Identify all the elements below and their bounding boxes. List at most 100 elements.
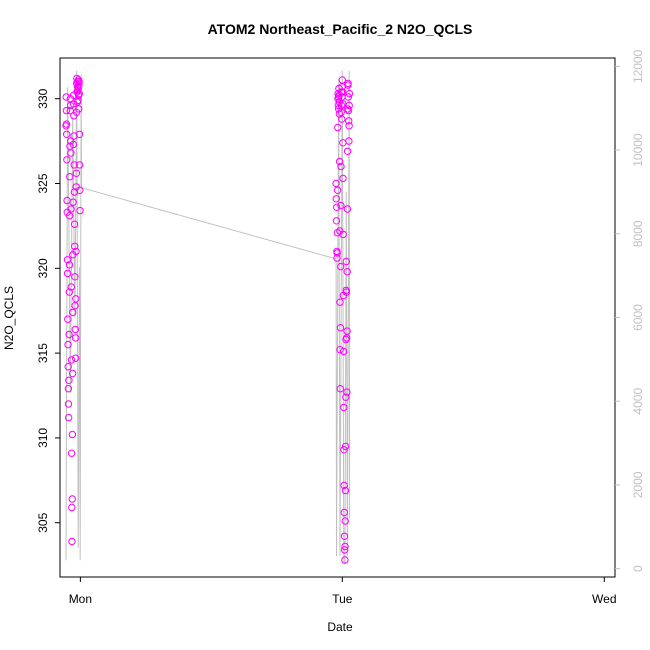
y-tick-label: 325 xyxy=(36,173,50,193)
data-point xyxy=(64,385,73,393)
y2-tick-label: 10000 xyxy=(631,133,645,167)
axes-layer: 305 310 315 320 325 330 0 2000 4000 6000 8000 10000… xyxy=(36,49,645,606)
data-point xyxy=(75,89,84,98)
y-tick-label: 310 xyxy=(36,428,50,448)
data-point xyxy=(340,403,348,412)
data-point xyxy=(70,188,79,196)
data-point xyxy=(345,122,353,130)
data-point xyxy=(64,400,73,408)
data-point xyxy=(67,449,76,457)
data-point xyxy=(333,254,341,262)
data-point xyxy=(71,325,80,334)
data-point xyxy=(343,205,352,213)
data-point xyxy=(345,101,353,110)
data-point xyxy=(343,327,351,335)
data-point xyxy=(338,88,347,96)
data-point xyxy=(340,481,348,490)
data-point xyxy=(64,363,72,371)
data-point xyxy=(341,546,349,554)
data-point xyxy=(65,212,74,220)
data-point xyxy=(341,517,349,525)
data-point xyxy=(65,288,74,296)
data-point xyxy=(67,149,75,157)
data-point xyxy=(337,101,346,110)
data-point xyxy=(336,346,344,354)
data-point xyxy=(336,298,344,306)
data-point xyxy=(68,503,76,512)
data-point xyxy=(68,495,76,503)
y-tick-label: 315 xyxy=(36,343,50,363)
data-point xyxy=(69,198,77,206)
data-point xyxy=(343,147,352,156)
data-point xyxy=(71,273,79,281)
data-point xyxy=(75,78,83,86)
data-point xyxy=(76,186,84,195)
x-tick-label: Mon xyxy=(69,592,92,606)
data-point xyxy=(334,101,342,110)
data-point xyxy=(70,220,79,228)
data-point xyxy=(341,556,349,564)
data-point xyxy=(334,123,342,132)
data-point xyxy=(332,195,340,203)
data-point xyxy=(342,257,350,266)
data-point xyxy=(343,388,351,396)
data-point xyxy=(339,100,347,108)
data-point xyxy=(65,413,73,422)
altitude-line-layer xyxy=(65,70,351,565)
data-point xyxy=(337,201,345,210)
data-point xyxy=(68,430,77,439)
data-point xyxy=(66,173,74,181)
data-point xyxy=(62,106,71,115)
data-point xyxy=(68,537,76,546)
data-point xyxy=(63,256,72,264)
data-point xyxy=(63,156,71,164)
data-point xyxy=(337,162,345,171)
data-point xyxy=(340,508,348,517)
data-point xyxy=(344,79,352,88)
data-point xyxy=(62,130,71,139)
data-point xyxy=(75,130,84,139)
data-point xyxy=(337,262,345,271)
data-point xyxy=(342,393,350,401)
x-axis-label: Date xyxy=(327,620,353,634)
y-axis-label: N2O_QCLS xyxy=(2,286,16,350)
data-point xyxy=(68,369,77,378)
data-point xyxy=(345,89,354,98)
data-point xyxy=(345,137,353,145)
data-point xyxy=(65,330,73,339)
data-point xyxy=(72,295,80,303)
data-point xyxy=(339,230,347,239)
data-point xyxy=(333,249,341,257)
x-tick-label: Wed xyxy=(592,592,616,606)
data-point xyxy=(75,105,83,113)
data-point xyxy=(64,340,72,349)
data-point xyxy=(338,76,346,84)
data-point xyxy=(62,120,71,128)
data-point xyxy=(72,247,80,256)
altitude-line xyxy=(65,70,351,565)
data-point xyxy=(69,140,78,149)
data-point xyxy=(335,157,344,166)
data-point xyxy=(72,169,81,178)
y-tick-label: 330 xyxy=(36,88,50,108)
data-point xyxy=(332,179,340,188)
data-point xyxy=(333,203,341,212)
data-point xyxy=(74,96,82,105)
data-point xyxy=(76,206,84,215)
data-point xyxy=(341,442,350,451)
data-point xyxy=(333,186,342,195)
data-point xyxy=(71,242,79,251)
data-point xyxy=(336,324,345,332)
data-point xyxy=(341,486,350,495)
data-point xyxy=(65,376,73,384)
y-tick-label: 320 xyxy=(36,258,50,278)
y2-tick-label: 0 xyxy=(631,565,645,572)
y2-tick-label: 2000 xyxy=(631,471,645,498)
data-point xyxy=(338,115,346,123)
data-point xyxy=(339,347,348,356)
data-point xyxy=(343,268,351,276)
data-point xyxy=(71,334,80,342)
data-point xyxy=(339,174,347,183)
data-point xyxy=(341,542,349,551)
